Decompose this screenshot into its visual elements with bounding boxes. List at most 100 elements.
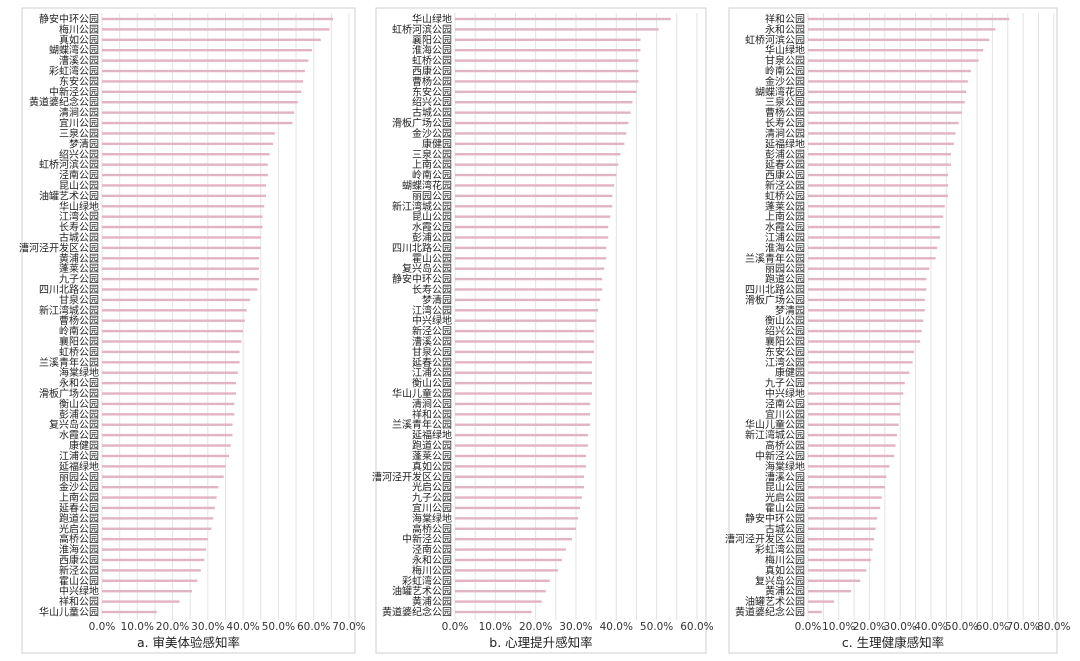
bar	[102, 319, 245, 322]
bar	[808, 257, 936, 260]
x-tick-label: 50.0%	[945, 621, 978, 633]
category-label: 江湾公园	[412, 304, 452, 317]
bar	[455, 402, 591, 406]
category-label: 梦清园	[69, 137, 99, 150]
bar	[102, 465, 226, 468]
category-label: 霍山公园	[765, 502, 805, 514]
bar	[102, 288, 258, 291]
category-label: 江湾公园	[59, 210, 99, 223]
bar	[455, 142, 625, 146]
category-label: 兰溪青年公园	[39, 356, 99, 369]
category-label: 淮海公园	[412, 44, 452, 57]
category-label: 复兴岛公园	[402, 262, 452, 275]
bar	[808, 548, 873, 551]
bar	[808, 111, 962, 114]
category-label: 绍兴公园	[59, 148, 99, 161]
category-label: 静安中环公园	[39, 13, 99, 26]
bar	[102, 236, 261, 239]
bar	[455, 90, 637, 94]
category-label: 甘泉公园	[412, 345, 452, 358]
bar	[455, 548, 566, 551]
x-tick-label: 10.0%	[822, 621, 855, 633]
category-label: 岭南公园	[412, 169, 452, 182]
bar	[102, 589, 192, 593]
x-tick-label: 30.0%	[559, 621, 592, 633]
category-label: 漕河泾开发区公园	[19, 241, 99, 254]
bar	[808, 454, 895, 458]
category-label: 三泉公园	[59, 127, 99, 140]
category-label: 滑板广场公园	[39, 387, 99, 400]
category-label: 漕河泾开发区公园	[372, 470, 452, 483]
category-label: 岭南公园	[59, 325, 99, 338]
x-tick-label: 0.0%	[795, 621, 822, 633]
category-label: 岭南公园	[765, 65, 805, 78]
category-label: 兰溪青年公园	[745, 252, 805, 265]
bar	[808, 361, 913, 364]
bar	[102, 59, 309, 62]
chart-caption: b. 心理提升感知率	[489, 635, 592, 650]
category-label: 高桥公园	[765, 439, 805, 452]
bar	[808, 184, 948, 187]
bar	[808, 475, 887, 478]
bar	[455, 465, 587, 468]
bar	[808, 371, 910, 374]
bar	[808, 288, 927, 291]
category-label: 光启公园	[412, 481, 452, 494]
x-tick-label: 60.0%	[297, 621, 330, 633]
bar	[102, 610, 157, 614]
category-label: 绍兴公园	[765, 325, 805, 338]
category-label: 曹杨公园	[412, 75, 452, 88]
category-label: 延春公园	[765, 159, 805, 171]
bar	[455, 454, 587, 458]
bar	[102, 361, 240, 364]
x-tick-label: 70.0%	[332, 621, 365, 633]
chart-panel-2: 华山绿地虹桥河滨公园襄阳公园淮海公园虹桥公园西康公园曹杨公园东安公园绍兴公园古城…	[372, 7, 714, 654]
category-label: 永和公园	[765, 23, 805, 36]
bar	[102, 246, 261, 250]
bar	[455, 527, 576, 530]
category-label: 九子公园	[765, 378, 805, 390]
category-label: 油罐艺术公园	[39, 189, 99, 202]
category-label: 真如公园	[412, 460, 452, 473]
category-label: 彩虹湾公园	[755, 543, 805, 556]
bar	[808, 205, 945, 208]
category-label: 淮海公园	[765, 241, 805, 254]
bar	[808, 402, 901, 406]
bar	[102, 277, 259, 281]
category-label: 高桥公园	[412, 522, 452, 535]
category-label: 新泾公园	[59, 564, 99, 577]
category-label: 蓬莱公园	[412, 450, 452, 462]
bar	[102, 17, 334, 21]
panel-border	[728, 7, 1058, 654]
bar	[102, 28, 330, 31]
category-label: 襄阳公园	[59, 335, 99, 348]
bar	[455, 506, 580, 510]
category-label: 长寿公园	[412, 283, 452, 296]
bar	[808, 350, 915, 354]
category-label: 黄浦公园	[412, 595, 452, 608]
category-label: 中新泾公园	[755, 449, 805, 462]
bar	[102, 69, 305, 73]
bar	[455, 381, 593, 385]
bar	[455, 371, 593, 374]
bar	[808, 537, 875, 541]
x-tick-label: 10.0%	[479, 621, 512, 633]
bar	[808, 340, 921, 343]
bar	[808, 381, 905, 385]
bar	[808, 309, 925, 312]
bar	[102, 433, 233, 437]
category-label: 丽园公园	[412, 190, 452, 202]
category-label: 康健园	[775, 366, 805, 379]
bar	[808, 28, 996, 31]
bar	[455, 579, 550, 582]
bar	[455, 49, 641, 52]
category-label: 虹桥公园	[59, 346, 99, 358]
category-label: 水霞公园	[765, 222, 805, 234]
bar	[102, 569, 201, 572]
bar	[808, 277, 927, 281]
bar	[455, 163, 619, 166]
category-label: 新江湾城公园	[39, 304, 99, 317]
bar	[455, 350, 595, 354]
category-label: 蓬莱公园	[59, 263, 99, 275]
bar	[455, 329, 595, 333]
